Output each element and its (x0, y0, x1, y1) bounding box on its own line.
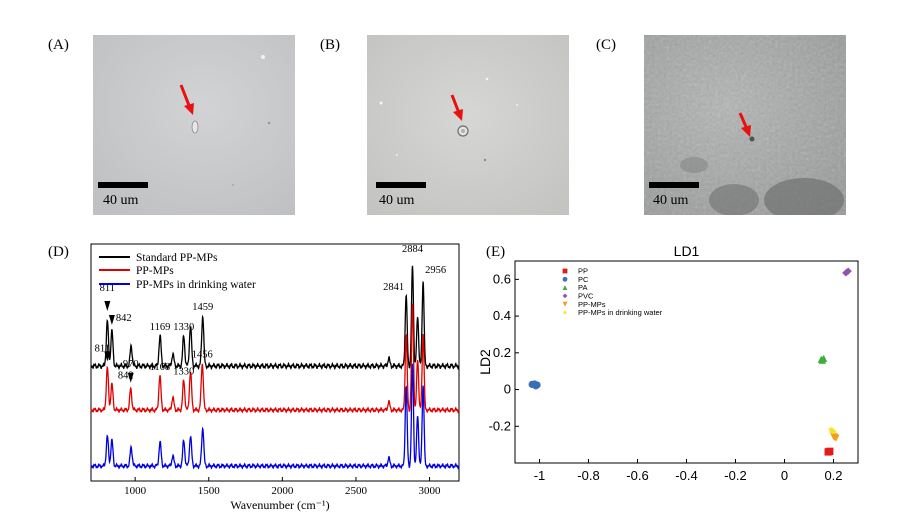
panel-label-d: (D) (48, 244, 69, 260)
legend-entry: PP-MPs (578, 300, 606, 309)
x-tick-label: -0.8 (577, 468, 599, 483)
peak-marker (127, 372, 134, 383)
panel-label-a: (A) (48, 37, 69, 53)
spectrum-line (90, 265, 460, 371)
scale-label-c: 40 um (653, 193, 689, 208)
scale-label-b: 40 um (379, 193, 415, 208)
y-tick-label: 0.6 (493, 271, 511, 286)
legend-entry: PA (578, 283, 587, 292)
scatter-plot-frame (514, 260, 859, 464)
y-tick-label: -0.2 (489, 418, 511, 433)
peak-label-1330: 1330 (173, 322, 194, 333)
micrograph-c: 40 um (644, 35, 846, 215)
x-tick-label: 0 (781, 468, 788, 483)
data-point-pp-mps-in-drinking-water (830, 428, 837, 435)
arrow-a (179, 84, 192, 109)
x-tick-label: -0.6 (626, 468, 648, 483)
x-tick-label: 1500 (198, 485, 221, 497)
scale-bar-a (98, 182, 148, 188)
legend-marker (562, 285, 568, 290)
peak-label-842: 842 (116, 313, 132, 324)
data-point-pvc (842, 269, 850, 277)
arrow-c (738, 112, 749, 130)
spectra-plot-frame (90, 243, 460, 482)
data-point-pa (817, 355, 825, 363)
peak-marker (104, 351, 111, 362)
legend-entry: PP-MPs in drinking water (136, 279, 256, 291)
peak-label-2884: 2884 (402, 244, 424, 255)
x-tick-label: -0.4 (675, 468, 697, 483)
x-tick-label: 2500 (345, 485, 368, 497)
peak-marker (104, 301, 111, 311)
panel-label-e: (E) (486, 244, 506, 260)
peak-label-842: 842 (118, 371, 134, 382)
micrograph-a: 40 um (93, 35, 295, 215)
data-point-pvc (844, 267, 852, 275)
legend-entry: PP-MPs (136, 265, 174, 277)
scale-label-a: 40 um (103, 193, 139, 208)
peak-label-1168: 1168 (150, 362, 171, 373)
legend-entry: PC (578, 275, 589, 284)
peak-label-1169: 1169 (150, 322, 171, 333)
y-tick-label: 0.4 (493, 308, 511, 323)
y-axis-label: LD2 (477, 349, 493, 375)
y-tick-label: 0.2 (493, 345, 511, 360)
scale-bar-b (376, 182, 426, 188)
peak-label-811: 811 (95, 344, 110, 355)
data-point-pp (826, 447, 834, 455)
peak-marker (108, 315, 115, 325)
y-tick-label: 0 (504, 382, 511, 397)
peak-label-1330: 1330 (173, 366, 194, 377)
legend-entry: Standard PP-MPs (136, 252, 218, 264)
scale-bar-c (649, 182, 699, 188)
peak-label-2956: 2956 (425, 265, 446, 276)
x-tick-label: -1 (534, 468, 546, 483)
peak-label-1459: 1459 (192, 302, 213, 313)
spectrum-line (90, 363, 460, 470)
legend-entry: PP-MPs in drinking water (578, 308, 663, 317)
legend-marker (562, 293, 568, 299)
x-tick-label: 0.2 (824, 468, 842, 483)
panel-label-b: (B) (320, 37, 340, 53)
peak-label-970: 970 (123, 359, 139, 370)
legend-entry: PVC (578, 292, 594, 301)
micrograph-c-image (644, 35, 846, 215)
peak-label-2841: 2841 (383, 282, 404, 293)
arrow-b (450, 94, 461, 114)
panel-label-c: (C) (596, 37, 616, 53)
data-point-pc (532, 382, 540, 390)
legend-marker (562, 301, 568, 307)
peak-label-811: 811 (100, 283, 115, 294)
micrograph-b: 40 um (367, 35, 569, 215)
peak-label-1456: 1456 (192, 349, 213, 360)
data-point-pp-mps (829, 432, 838, 440)
legend-marker (562, 276, 568, 282)
x-tick-label: 3000 (419, 485, 442, 497)
x-tick-label: 1000 (124, 485, 147, 497)
legend-marker (562, 268, 568, 274)
x-axis-label: Wavenumber (cm⁻¹) (230, 498, 329, 512)
data-point-pp-mps-in-drinking-water (827, 426, 835, 433)
scatter-title: LD1 (674, 243, 700, 259)
legend-entry: PP (578, 267, 588, 276)
x-tick-label: 2000 (271, 485, 294, 497)
x-tick-label: -0.2 (724, 468, 746, 483)
spectrum-line (90, 303, 460, 414)
legend-marker (562, 310, 568, 315)
